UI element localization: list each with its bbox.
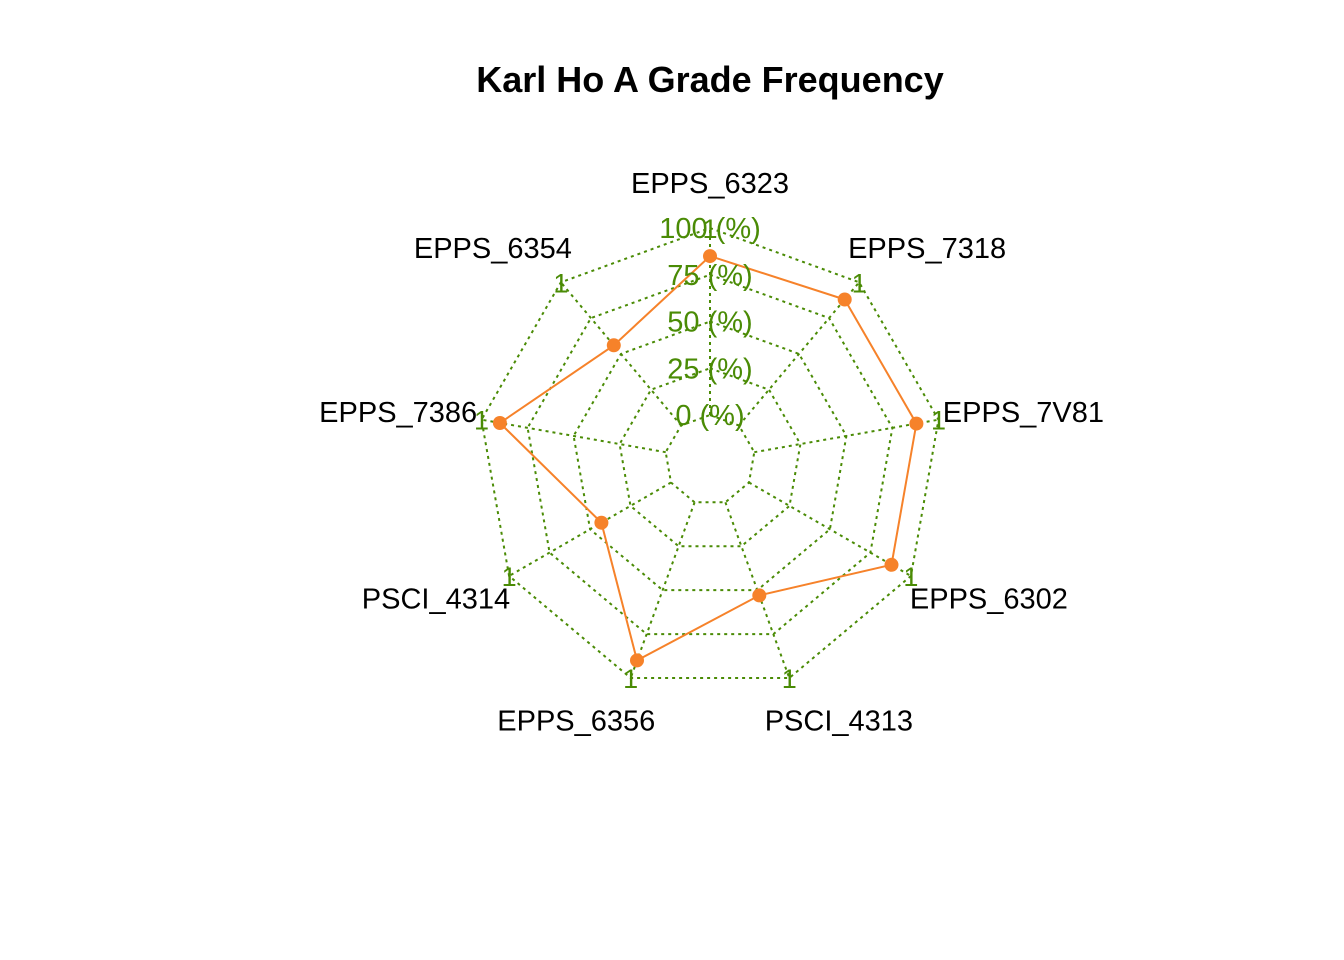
tick-label-1: 25 (%) (667, 353, 752, 385)
axis-max-label-3: 1 (903, 562, 918, 592)
grid-ring-3 (526, 273, 894, 636)
grid-spoke-6 (508, 481, 672, 577)
grid-spoke-2 (754, 418, 939, 454)
series-line-0 (498, 254, 918, 662)
series-point-EPPS_6302 (884, 557, 899, 572)
axis-max-label-0: 1 (702, 214, 717, 244)
grid-ring-2 (572, 320, 848, 592)
radar-axis-labels: 1EPPS_63231EPPS_73181EPPS_7V811EPPS_6302… (319, 168, 1104, 737)
radar-grid (480, 226, 940, 679)
axis-max-label-8: 1 (553, 268, 568, 298)
grid-spoke-7 (481, 418, 666, 454)
tick-label-4: 100 (%) (659, 213, 761, 245)
axis-label-EPPS_7318: EPPS_7318 (848, 233, 1006, 265)
axis-max-label-2: 1 (931, 406, 946, 436)
axis-label-PSCI_4314: PSCI_4314 (362, 584, 510, 616)
grid-ring-4 (480, 226, 940, 679)
axis-label-EPPS_7V81: EPPS_7V81 (943, 397, 1104, 429)
axis-max-label-4: 1 (782, 664, 797, 694)
chart-title: Karl Ho A Grade Frequency (476, 59, 943, 100)
axis-label-EPPS_6356: EPPS_6356 (497, 705, 655, 737)
series-point-EPPS_7V81 (909, 416, 924, 431)
axis-label-EPPS_6323: EPPS_6323 (631, 168, 789, 200)
grid-spoke-1 (738, 281, 860, 427)
grid-ring-1 (618, 367, 802, 548)
series-point-EPPS_6356 (630, 653, 644, 668)
series-point-EPPS_7318 (837, 292, 852, 307)
axis-label-PSCI_4313: PSCI_4313 (765, 705, 913, 737)
radar-tick-labels: 0 (%) 25 (%) 50 (%) 75 (%) 100 (%) (659, 213, 761, 432)
series-point-EPPS_6323 (703, 249, 717, 264)
axis-label-EPPS_6354: EPPS_6354 (414, 233, 572, 265)
axis-max-label-7: 1 (474, 406, 489, 436)
axis-max-label-1: 1 (852, 268, 867, 298)
tick-label-0: 0 (%) (675, 400, 744, 432)
grid-spoke-8 (560, 281, 682, 427)
tick-label-3: 75 (%) (667, 260, 752, 292)
radar-series (492, 249, 924, 668)
tick-label-2: 50 (%) (667, 307, 752, 339)
axis-max-label-6: 1 (502, 562, 517, 592)
grid-spoke-3 (748, 481, 912, 577)
series-point-EPPS_6354 (606, 338, 621, 353)
axis-max-label-5: 1 (623, 664, 638, 694)
axis-label-EPPS_7386: EPPS_7386 (319, 397, 477, 429)
series-point-EPPS_7386 (492, 416, 507, 430)
grid-spoke-5 (629, 501, 696, 679)
series-point-PSCI_4314 (594, 515, 609, 530)
series-point-PSCI_4313 (752, 588, 767, 603)
axis-label-EPPS_6302: EPPS_6302 (910, 584, 1068, 616)
